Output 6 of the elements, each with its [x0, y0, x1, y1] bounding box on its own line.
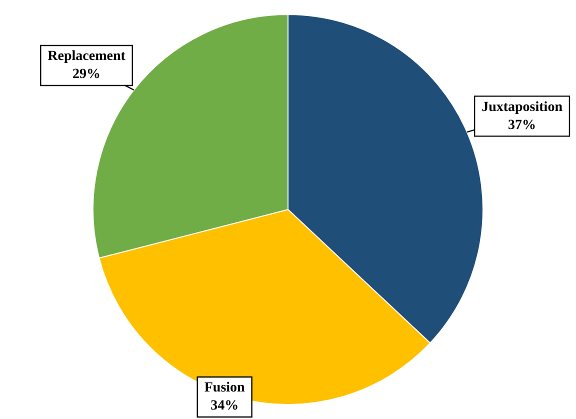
- data-label: 37%: [508, 118, 536, 133]
- slice-label: Replacement: [48, 49, 126, 64]
- data-label: 29%: [72, 67, 101, 82]
- slice-label: Fusion: [204, 380, 246, 396]
- slice-label: Juxtaposition: [482, 100, 563, 115]
- data-label: 34%: [210, 398, 239, 414]
